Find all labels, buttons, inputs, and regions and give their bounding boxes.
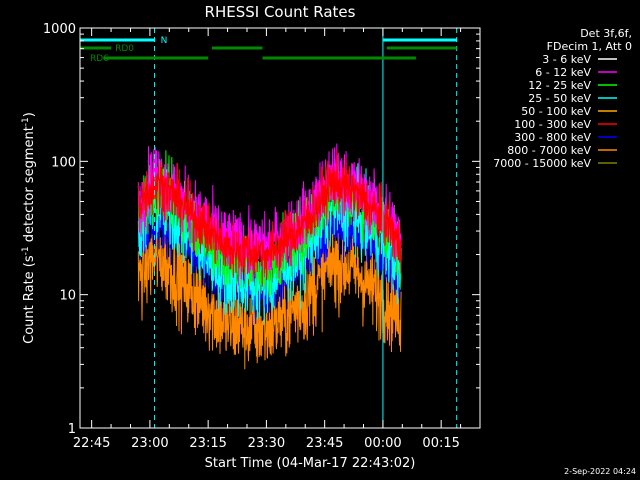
status-bar-label: RD0 — [115, 44, 134, 54]
x-tick-label: 00:15 — [422, 436, 459, 451]
legend-entry-label: 50 - 100 keV — [521, 105, 591, 118]
chart-title: RHESSI Count Rates — [205, 3, 356, 21]
x-tick-label: 23:00 — [131, 436, 168, 451]
x-tick-label: 22:45 — [73, 436, 110, 451]
x-tick-label: 23:15 — [189, 436, 226, 451]
y-tick-label: 1000 — [43, 22, 76, 37]
plot-frame — [79, 27, 481, 429]
legend-entry-label: 3 - 6 keV — [542, 53, 591, 66]
y-tick-label: 1 — [68, 422, 76, 437]
legend-header-line-2: FDecim 1, Att 0 — [547, 40, 632, 53]
y-tick-label: 100 — [51, 155, 76, 170]
legend-entry-label: 7000 - 15000 keV — [493, 157, 591, 170]
legend-entry-label: 6 - 12 keV — [535, 66, 591, 79]
y-axis-label: Count Rate (s-1 detector segment-1) — [21, 112, 37, 344]
footer-date: 2-Sep-2022 04:24 — [564, 467, 636, 476]
x-axis-label: Start Time (04-Mar-17 22:43:02) — [205, 456, 416, 471]
x-tick-label: 23:45 — [306, 436, 343, 451]
legend-entry-label: 25 - 50 keV — [528, 92, 591, 105]
y-tick-label: 10 — [59, 289, 76, 304]
series-line-3-6keV — [137, 98, 402, 148]
legend-entry-label: 12 - 25 keV — [528, 79, 591, 92]
legend-entry-label: 100 - 300 keV — [514, 118, 591, 131]
status-bar-label: N — [161, 36, 168, 46]
legend-entry-label: 800 - 7000 keV — [507, 144, 591, 157]
status-bar-label: RD6 — [90, 54, 109, 64]
x-tick-label: 23:30 — [248, 436, 285, 451]
x-tick-label: 00:00 — [364, 436, 401, 451]
legend-entry-label: 300 - 800 keV — [514, 131, 591, 144]
series-line-100-300keV — [137, 150, 402, 287]
legend-header-line-1: Det 3f,6f, — [580, 27, 632, 40]
